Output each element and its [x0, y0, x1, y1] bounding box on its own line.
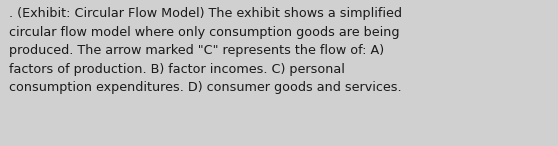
Text: . (Exhibit: Circular Flow Model) The exhibit shows a simplified
circular flow mo: . (Exhibit: Circular Flow Model) The exh…: [9, 7, 402, 94]
